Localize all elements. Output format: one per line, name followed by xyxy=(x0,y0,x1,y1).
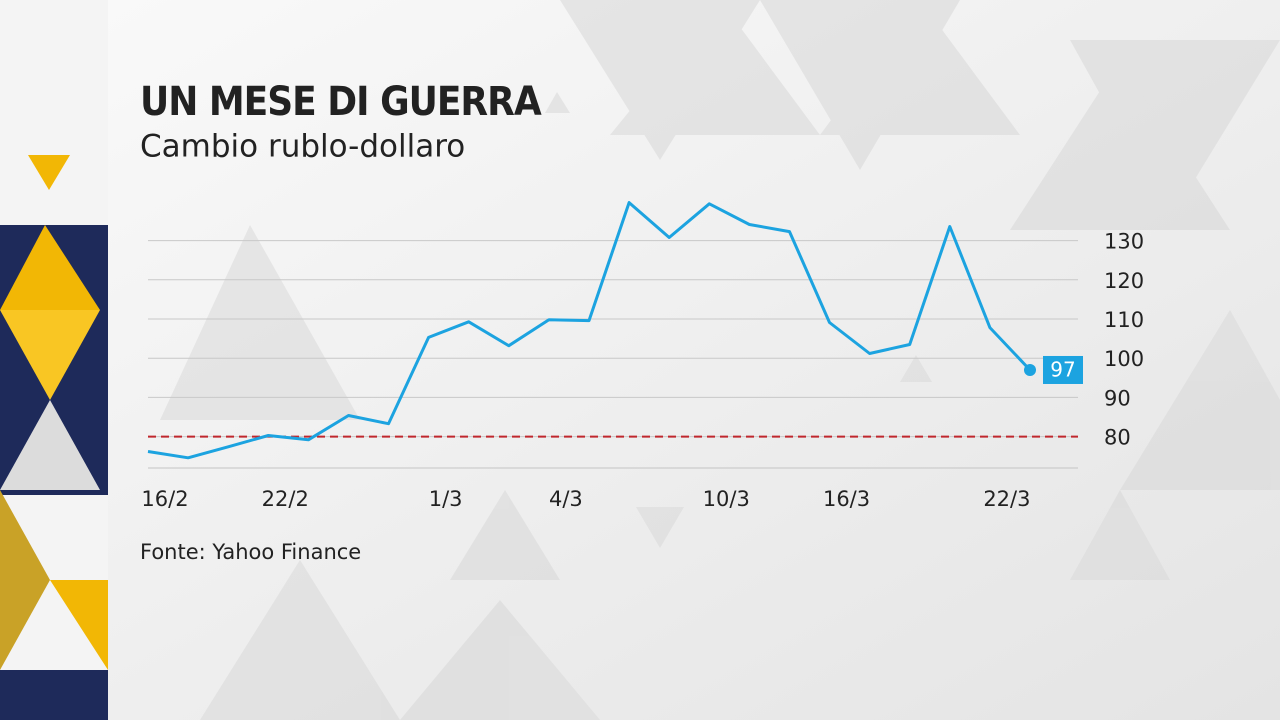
end-point xyxy=(1024,363,1036,376)
y-tick-label: 130 xyxy=(1104,230,1144,254)
background-triangles xyxy=(160,0,1280,720)
chart-subtitle: Cambio rublo-dollaro xyxy=(140,129,465,165)
y-tick-label: 120 xyxy=(1104,269,1144,293)
y-tick-label: 90 xyxy=(1104,386,1131,410)
side-stripe xyxy=(0,0,108,720)
data-line xyxy=(147,201,1032,460)
x-tick-label: 1/3 xyxy=(429,487,463,511)
value-label: 97 xyxy=(1050,357,1075,381)
chart-title: UN MESE DI GUERRA xyxy=(140,79,542,125)
value-label-box xyxy=(1043,355,1083,384)
x-tick-label: 10/3 xyxy=(703,487,750,511)
x-tick-label: 22/3 xyxy=(983,487,1030,511)
x-tick-label: 22/2 xyxy=(262,487,309,511)
x-tick-label: 16/2 xyxy=(141,487,188,511)
source: Fonte: Yahoo Finance xyxy=(140,540,361,564)
x-tick-label: 4/3 xyxy=(549,487,583,511)
x-tick-label: 16/3 xyxy=(823,487,870,511)
y-tick-label: 110 xyxy=(1104,308,1144,332)
y-tick-label: 80 xyxy=(1104,426,1131,450)
y-tick-label: 100 xyxy=(1104,347,1144,371)
